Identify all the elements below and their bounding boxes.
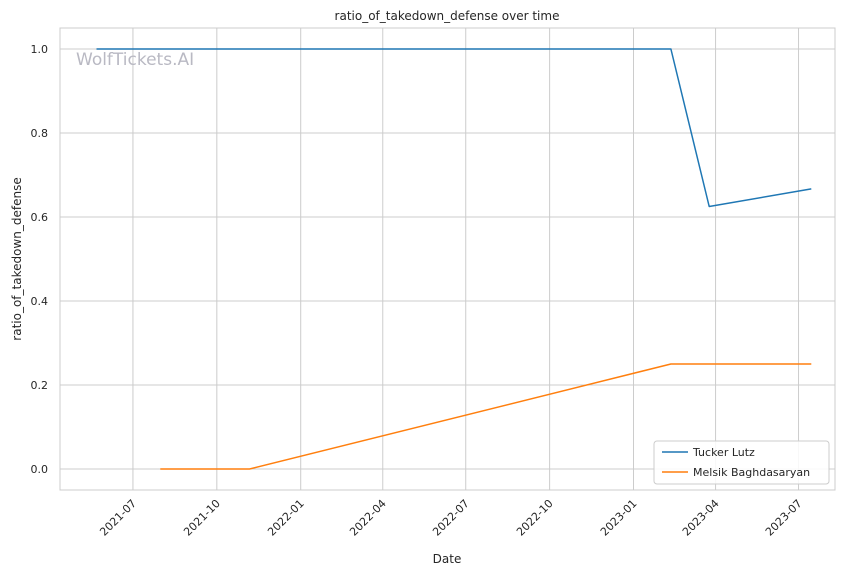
legend: Tucker Lutz Melsik Baghdasaryan [653, 440, 830, 485]
legend-box [653, 440, 830, 485]
series-layer [96, 48, 812, 470]
y-tick-labels: 0.0 0.2 0.4 0.6 0.8 1.0 [31, 43, 49, 476]
legend-label-melsik-baghdasaryan: Melsik Baghdasaryan [693, 466, 810, 479]
y-tick-label: 0.2 [31, 379, 49, 392]
y-tick-label: 0.8 [31, 127, 49, 140]
chart-title: ratio_of_takedown_defense over time [335, 9, 560, 23]
legend-label-tucker-lutz: Tucker Lutz [692, 446, 755, 459]
x-axis-title: Date [433, 552, 462, 566]
y-tick-label: 0.0 [31, 463, 49, 476]
y-tick-label: 0.6 [31, 211, 49, 224]
watermark: WolfTickets.AI [76, 50, 194, 70]
y-axis-title: ratio_of_takedown_defense [10, 177, 24, 340]
y-tick-label: 1.0 [31, 43, 49, 56]
y-tick-label: 0.4 [31, 295, 49, 308]
series-line-tucker-lutz [96, 48, 812, 208]
series-line-melsik-baghdasaryan [160, 363, 812, 470]
plot-area-frame [59, 27, 836, 491]
